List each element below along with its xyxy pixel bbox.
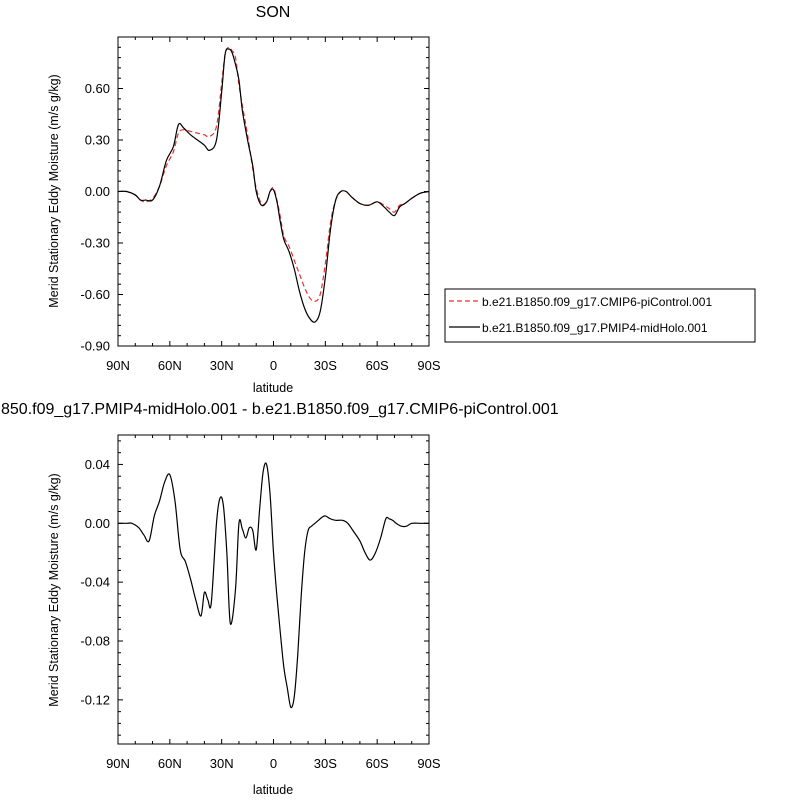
bottom-chart-title: 850.f09_g17.PMIP4-midHolo.001 - b.e21.B1…: [1, 401, 559, 418]
top-y-tick-label: -0.30: [80, 236, 110, 251]
top-x-axis-label: latitude: [253, 381, 293, 395]
bottom-y-ticks: -0.12 -0.08 -0.04 0.00 0.04: [80, 440, 429, 736]
legend-box: [444, 288, 756, 343]
legend-label-midholo: b.e21.B1850.f09_g17.PMIP4-midHolo.001: [482, 321, 708, 335]
top-plot-frame: [117, 36, 430, 347]
top-x-ticks: 90N 60N 30N 0 30S 60S 90S: [106, 37, 441, 373]
bottom-x-tick-label: 30N: [210, 756, 234, 771]
top-y-tick-label: 0.30: [85, 133, 110, 148]
top-x-tick-label: 90S: [417, 358, 440, 373]
top-y-ticks: -0.90 -0.60 -0.30 0.00 0.30 0.60: [80, 36, 429, 354]
bottom-x-tick-label: 30S: [314, 756, 337, 771]
top-chart: SON 90N 60N 30N 0 30S 60S 90S -0.90 -0.60 -0.30 0…: [47, 4, 441, 395]
bottom-x-tick-label: 90N: [106, 756, 130, 771]
top-y-tick-label: 0.00: [85, 184, 110, 199]
top-x-tick-label: 60S: [366, 358, 389, 373]
top-x-tick-label: 30N: [210, 358, 234, 373]
bottom-y-axis-label: Merid Stationary Eddy Moisture (m/s g/kg…: [47, 473, 61, 706]
top-x-tick-label: 90N: [106, 358, 130, 373]
bottom-y-tick-label: 0.00: [85, 516, 110, 531]
top-y-tick-label: -0.90: [80, 339, 110, 354]
bottom-x-tick-label: 60S: [366, 756, 389, 771]
top-y-tick-label: -0.60: [80, 287, 110, 302]
legend-label-picontrol: b.e21.B1850.f09_g17.CMIP6-piControl.001: [482, 295, 712, 309]
bottom-series-lines: [117, 462, 429, 709]
bottom-x-tick-label: 0: [270, 756, 277, 771]
legend: b.e21.B1850.f09_g17.CMIP6-piControl.001 …: [444, 288, 756, 343]
bottom-y-tick-label: -0.12: [80, 692, 110, 707]
bottom-x-axis-label: latitude: [253, 783, 293, 797]
bottom-y-tick-label: 0.04: [85, 457, 110, 472]
top-chart-title: SON: [256, 4, 291, 21]
bottom-y-tick-label: -0.04: [80, 575, 110, 590]
bottom-x-tick-label: 90S: [417, 756, 440, 771]
top-series-line-1: [117, 48, 430, 323]
bottom-y-tick-label: -0.08: [80, 634, 110, 649]
bottom-series-line-0: [117, 462, 429, 709]
bottom-x-tick-label: 60N: [158, 756, 182, 771]
bottom-chart: 850.f09_g17.PMIP4-midHolo.001 - b.e21.B1…: [1, 401, 559, 797]
top-y-tick-label: 0.60: [85, 81, 110, 96]
top-series-lines: [117, 46, 430, 323]
top-series-line-0: [117, 46, 430, 303]
top-x-tick-label: 0: [270, 358, 277, 373]
bottom-x-ticks: 90N 60N 30N 0 30S 60S 90S: [106, 435, 441, 771]
top-x-tick-label: 30S: [314, 358, 337, 373]
top-x-tick-label: 60N: [158, 358, 182, 373]
top-y-axis-label: Merid Stationary Eddy Moisture (m/s g/kg…: [47, 74, 61, 307]
